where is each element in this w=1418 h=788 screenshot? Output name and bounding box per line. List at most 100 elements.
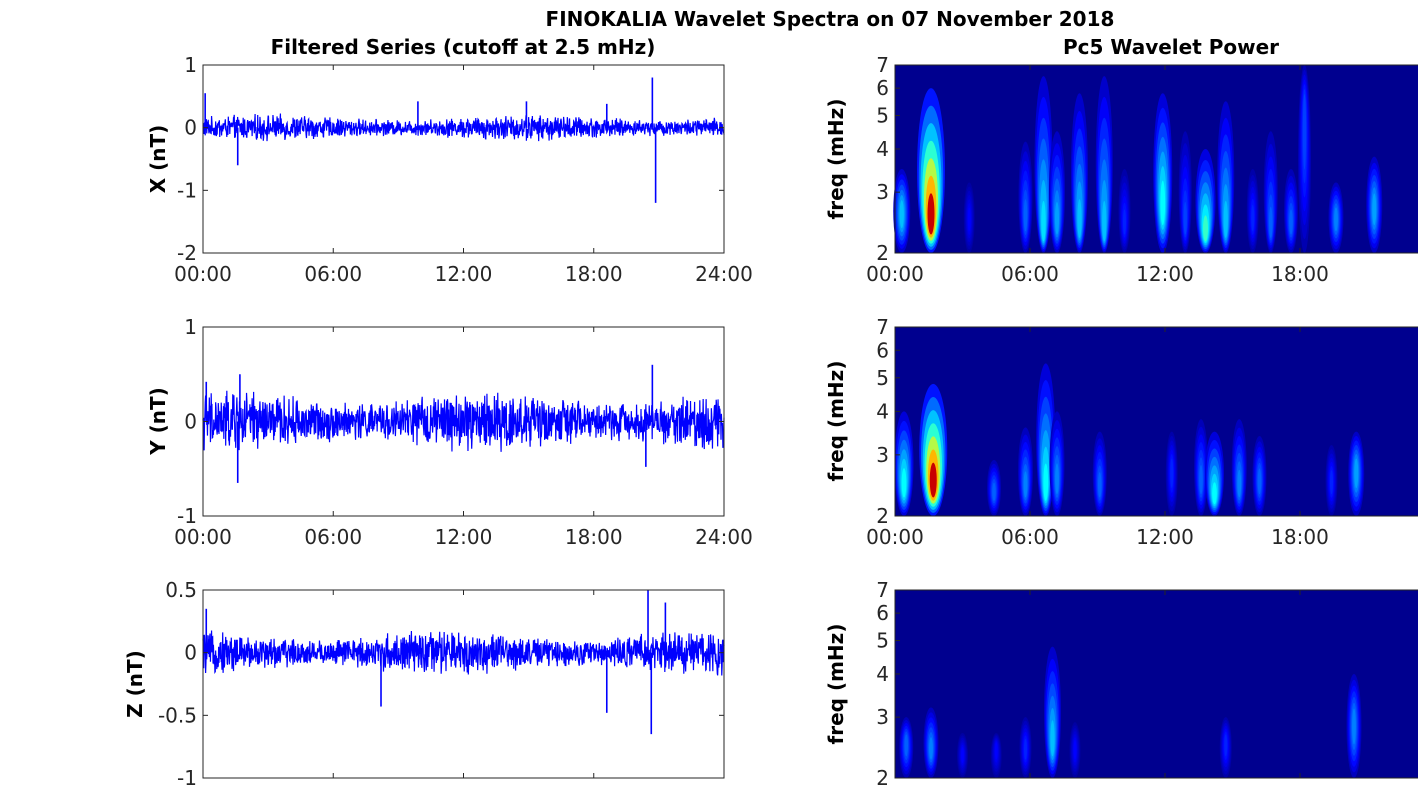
wavelet-power-z-panel: 76 5 4 3 2 freq (mHz) <box>824 578 1418 788</box>
wavelet-power-blob <box>1123 209 1126 235</box>
x-tick-label: 06:00 <box>1001 525 1059 549</box>
wavelet-power-blob <box>1257 468 1262 495</box>
figure-suptitle: FINOKALIA Wavelet Spectra on 07 November… <box>546 7 1115 31</box>
wavelet-power-blob <box>904 734 908 757</box>
x-tick-label: 24:00 <box>695 525 753 549</box>
left-column-title: Filtered Series (cutoff at 2.5 mHz) <box>271 35 656 59</box>
noise-trace <box>202 113 725 142</box>
series-trace <box>202 77 725 203</box>
wavelet-power-blob <box>1352 708 1356 745</box>
wavelet-power-blob <box>1302 93 1307 170</box>
wavelet-power-blob <box>1170 458 1174 489</box>
y-axis-label: freq (mHz) <box>824 361 848 482</box>
y-tick-label: 7 <box>876 315 889 339</box>
y-axis-label: freq (mHz) <box>824 624 848 745</box>
wavelet-power-blob <box>1199 464 1203 495</box>
wavelet-power-blob <box>1023 471 1028 498</box>
y-axis-label: Z (nT) <box>123 650 147 718</box>
y-tick-label: 0 <box>184 410 197 434</box>
x-axis: 00:00 06:00 12:00 18:00 24:00 <box>174 65 753 286</box>
y-axis-label: X (nT) <box>146 125 170 194</box>
wavelet-power-blob <box>1203 215 1208 242</box>
y-tick-label: 3 <box>876 443 889 467</box>
plot-background <box>203 590 724 778</box>
y-tick-label: 6 <box>876 338 889 362</box>
wavelet-power-blob <box>1043 463 1049 501</box>
y-tick-label: 2 <box>876 504 889 528</box>
spectrum-blobs <box>899 646 1362 779</box>
y-tick-label: 3 <box>876 180 889 204</box>
wavelet-power-blob <box>1354 458 1359 489</box>
y-tick-label: 6 <box>876 76 889 100</box>
noise-trace <box>202 630 725 676</box>
wavelet-power-blob <box>927 193 935 235</box>
x-tick-label: 00:00 <box>866 262 924 286</box>
x-tick-label: 00:00 <box>174 262 232 286</box>
wavelet-power-blob <box>1041 200 1046 242</box>
x-tick-label: 00:00 <box>174 525 232 549</box>
y-axis-label: freq (mHz) <box>824 99 848 220</box>
y-tick-label: -1 <box>177 178 197 202</box>
filtered-series-z-panel: 0.5 0 -0.5 -1 Z (nT) <box>123 578 725 788</box>
wavelet-power-blob <box>994 742 998 760</box>
x-tick-label: 18:00 <box>1271 262 1329 286</box>
x-tick-label: 18:00 <box>565 262 623 286</box>
x-tick-label: 12:00 <box>1136 525 1194 549</box>
y-axis: 76 5 4 3 2 <box>876 578 900 788</box>
wavelet-power-blob <box>1289 209 1293 235</box>
x-tick-label: 12:00 <box>1136 262 1194 286</box>
wavelet-power-blob <box>1024 739 1027 760</box>
y-axis-label: Y (nT) <box>146 387 170 456</box>
x-tick-label: 06:00 <box>304 262 362 286</box>
spectrum-background <box>895 327 1418 516</box>
x-tick-label: 06:00 <box>1001 262 1059 286</box>
y-tick-label: 1 <box>184 315 197 339</box>
x-axis <box>202 590 725 778</box>
wavelet-power-blob <box>1334 207 1338 232</box>
x-tick-label: 12:00 <box>435 262 493 286</box>
y-tick-label: 4 <box>876 662 889 686</box>
wavelet-power-blob <box>1050 720 1055 757</box>
filtered-series-x-panel: 1 0 -1 -2 00:00 06:00 12:00 18:00 24:00 X (nT) <box>146 53 753 286</box>
y-tick-label: 7 <box>876 578 889 602</box>
x-axis: 00:00 06:00 12:00 18:00 24:00 <box>174 327 753 549</box>
y-tick-label: 3 <box>876 705 889 729</box>
y-tick-label: -1 <box>177 766 197 788</box>
spectrum-blobs <box>893 65 1383 253</box>
wavelet-power-blob <box>1269 206 1273 238</box>
spectrum-blobs <box>894 363 1365 516</box>
y-tick-label: 4 <box>876 399 889 423</box>
y-axis: 0.5 0 -0.5 -1 <box>158 578 724 788</box>
y-tick-label: -1 <box>177 504 197 528</box>
y-tick-label: 2 <box>876 766 889 788</box>
wavelet-power-blob <box>1183 201 1187 235</box>
wavelet-power-blob <box>1098 472 1102 498</box>
y-axis: 1 0 -1 <box>177 315 724 528</box>
wavelet-power-blob <box>1330 470 1333 495</box>
wavelet-power-blob <box>1023 199 1028 232</box>
y-tick-label: 6 <box>876 601 889 625</box>
noise-trace <box>202 390 725 452</box>
x-tick-label: 00:00 <box>866 525 924 549</box>
y-axis: 1 0 -1 -2 <box>177 53 724 265</box>
y-tick-label: -2 <box>177 241 197 265</box>
wavelet-power-blob <box>1055 201 1059 235</box>
right-column-title: Pc5 Wavelet Power <box>1063 35 1279 59</box>
wavelet-power-blob <box>929 737 933 760</box>
wavelet-power-blob <box>1212 482 1217 505</box>
wavelet-power-blob <box>967 207 971 232</box>
x-axis <box>894 590 1301 778</box>
wavelet-power-blob <box>1073 740 1077 760</box>
wavelet-power-blob <box>1237 469 1242 498</box>
x-tick-label: 06:00 <box>304 525 362 549</box>
x-tick-label: 18:00 <box>565 525 623 549</box>
y-tick-label: 7 <box>876 53 889 77</box>
wavelet-power-blob <box>901 468 907 498</box>
y-tick-label: 1 <box>184 53 197 77</box>
plot-background <box>203 65 724 253</box>
wavelet-power-blob <box>992 482 996 501</box>
